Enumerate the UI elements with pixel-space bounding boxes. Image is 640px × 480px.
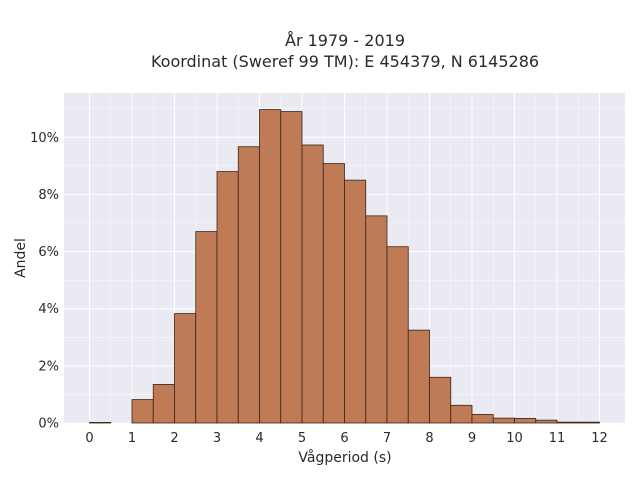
x-tick-label: 7 — [383, 431, 391, 446]
x-tick-label: 0 — [85, 431, 93, 446]
x-tick-label: 8 — [425, 431, 433, 446]
x-tick-label: 12 — [591, 431, 608, 446]
histogram-bar — [237, 146, 260, 424]
histogram-bar — [556, 421, 579, 424]
histogram-bar — [365, 215, 388, 424]
histogram-bar — [577, 421, 600, 424]
x-tick-label: 5 — [298, 431, 306, 446]
histogram-bar — [429, 376, 452, 424]
histogram-bar — [471, 414, 494, 424]
x-tick-label: 4 — [255, 431, 263, 446]
x-axis-label: Vågperiod (s) — [298, 449, 391, 466]
histogram-bar — [89, 422, 112, 424]
y-axis-label: Andel — [13, 238, 29, 278]
y-tick-label: 0% — [38, 417, 59, 432]
y-tick-label: 10% — [30, 131, 59, 146]
x-tick-label: 3 — [213, 431, 221, 446]
histogram-bar — [407, 329, 430, 424]
histogram-bar — [174, 313, 197, 424]
histogram-bars — [89, 109, 600, 424]
y-axis-ticks: 0% 2% 4% 6% 8% 10% — [30, 131, 59, 432]
histogram-bar — [259, 109, 282, 424]
x-tick-label: 11 — [549, 431, 566, 446]
x-tick-label: 1 — [128, 431, 136, 446]
histogram-bar — [280, 111, 303, 424]
histogram-bar — [386, 246, 409, 424]
x-tick-label: 6 — [340, 431, 348, 446]
y-tick-label: 6% — [38, 245, 59, 260]
histogram-bar — [450, 404, 473, 424]
histogram-bar — [152, 384, 175, 424]
x-axis-ticks: 0 1 2 3 4 5 6 7 8 9 10 11 12 — [85, 431, 607, 446]
histogram-bar — [301, 144, 324, 424]
x-tick-label: 10 — [506, 431, 523, 446]
chart-title-line-2: Koordinat (Sweref 99 TM): E 454379, N 61… — [151, 52, 539, 71]
histogram-bar — [322, 163, 345, 424]
x-tick-label: 2 — [170, 431, 178, 446]
chart-title-line-1: År 1979 - 2019 — [285, 31, 405, 50]
y-tick-label: 2% — [38, 359, 59, 374]
y-tick-label: 8% — [38, 188, 59, 203]
histogram-bar — [492, 417, 515, 424]
histogram-bar — [216, 171, 239, 424]
histogram-bar — [195, 231, 218, 424]
histogram-bar — [535, 419, 558, 424]
histogram-bar — [514, 418, 537, 424]
histogram-bar — [344, 179, 367, 424]
y-tick-label: 4% — [38, 302, 59, 317]
x-tick-label: 9 — [468, 431, 476, 446]
histogram-bar — [131, 399, 154, 424]
